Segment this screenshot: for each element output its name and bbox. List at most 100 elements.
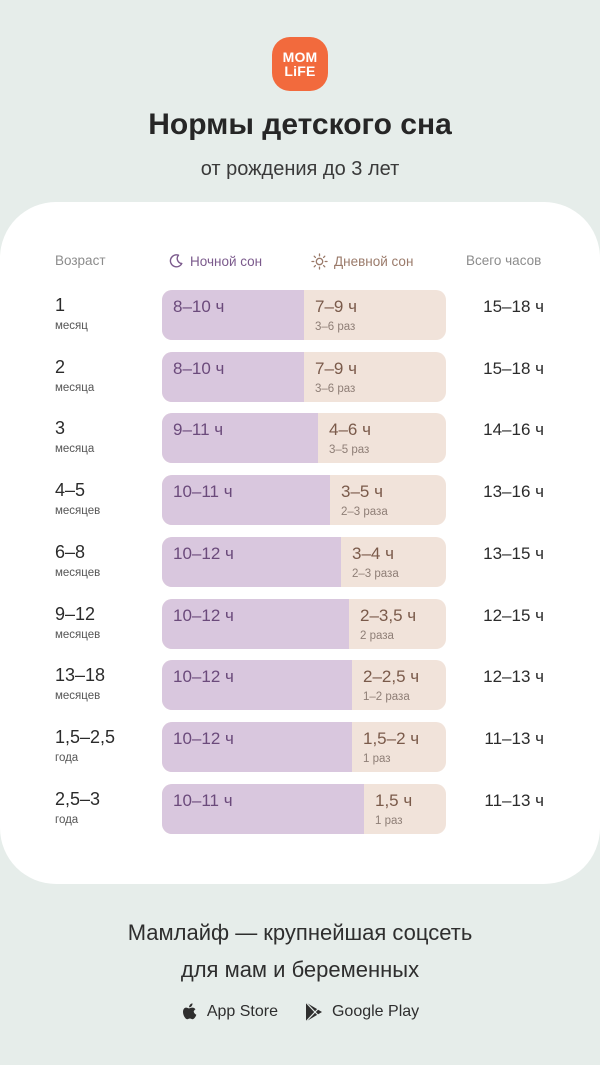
age-unit: месяц	[55, 320, 88, 332]
sleep-bar: 10–11 ч 1,5 ч 1 раз	[162, 783, 446, 834]
day-naps-count: 3–5 раз	[329, 444, 370, 457]
night-sleep-value: 10–12 ч	[173, 543, 234, 563]
night-sleep-fill	[162, 536, 341, 587]
age-unit: месяцев	[55, 628, 101, 641]
night-sleep-value: 10–12 ч	[173, 728, 234, 748]
footer-line-1: Мамлайф — крупнейшая соцсеть	[127, 920, 473, 945]
sleep-bar: 9–11 ч 4–6 ч 3–5 раз	[162, 413, 446, 464]
sleep-bar: 8–10 ч 7–9 ч 3–6 раз	[162, 290, 446, 340]
moon-icon	[169, 254, 183, 268]
day-naps-count: 1–2 раза	[363, 691, 410, 704]
footer-line-2: для мам и беременных	[180, 957, 420, 982]
sleep-bar: 8–10 ч 7–9 ч 3–6 раз	[162, 351, 446, 402]
total-hours-value: 12–13 ч	[483, 667, 544, 687]
total-hours-value: 15–18 ч	[483, 297, 544, 316]
store-links: App Store Google Play	[0, 1001, 600, 1023]
night-sleep-value: 9–11 ч	[173, 420, 224, 440]
night-sleep-fill	[162, 413, 318, 464]
table-row: 2,5–3 года 10–11 ч 1,5 ч 1 раз 11–13 ч	[0, 783, 600, 834]
total-hours-value: 12–15 ч	[483, 605, 544, 625]
day-sleep-value: 1,5 ч	[375, 790, 413, 810]
sleep-bar: 10–12 ч 2–2,5 ч 1–2 раза	[162, 660, 446, 711]
header-night-label: Ночной сон	[190, 253, 263, 269]
night-sleep-fill	[162, 598, 349, 649]
footer-tagline: Мамлайф — крупнейшая соцсеть для мам и б…	[0, 914, 600, 988]
table-row: 9–12 месяцев 10–12 ч 2–3,5 ч 2 раза 12–15 ч	[0, 598, 600, 649]
age-unit: месяцев	[55, 505, 101, 518]
apple-icon	[182, 1003, 197, 1020]
header-day: Дневной сон	[311, 253, 413, 270]
sleep-bar: 10–12 ч 1,5–2 ч 1 раз	[162, 721, 446, 772]
age-unit: месяца	[55, 381, 95, 394]
day-naps-count: 3–6 раз	[315, 382, 356, 395]
night-sleep-fill	[162, 660, 352, 711]
night-sleep-value: 8–10 ч	[173, 297, 225, 316]
day-naps-count: 2 раза	[360, 629, 394, 642]
age-unit: месяца	[55, 443, 95, 456]
play-icon	[305, 1002, 322, 1022]
night-sleep-fill	[162, 721, 352, 772]
table-row: 13–18 месяцев 10–12 ч 2–2,5 ч 1–2 раза 12–13 …	[0, 660, 600, 711]
google-play-label: Google Play	[331, 1003, 420, 1020]
night-sleep-fill	[162, 351, 304, 402]
age-unit: месяцев	[55, 566, 101, 579]
sleep-bar: 10–12 ч 3–4 ч 2–3 раза	[162, 536, 446, 587]
day-sleep-value: 1,5–2 ч	[363, 728, 420, 748]
sleep-bar: 10–11 ч 3–5 ч 2–3 раза	[162, 475, 446, 526]
sleep-bar: 10–12 ч 2–3,5 ч 2 раза	[162, 598, 446, 649]
day-naps-count: 2–3 раза	[352, 567, 399, 580]
table-row: 3 месяца 9–11 ч 4–6 ч 3–5 раз 14–16 ч	[0, 413, 600, 464]
header-day-label: Дневной сон	[334, 254, 414, 269]
age-value: 1	[55, 295, 66, 315]
header-night: Ночной сон	[168, 253, 262, 269]
app-store-label: App Store	[206, 1003, 278, 1020]
age-value: 6–8	[55, 541, 86, 562]
night-sleep-value: 8–10 ч	[173, 358, 225, 378]
day-sleep-value: 2–3,5 ч	[360, 605, 417, 625]
table-row: 6–8 месяцев 10–12 ч 3–4 ч 2–3 раза 13–15 ч	[0, 536, 600, 587]
day-naps-count: 1 раз	[375, 814, 403, 827]
day-sleep-value: 4–6 ч	[329, 420, 371, 440]
day-sleep-value: 7–9 ч	[315, 297, 357, 316]
age-unit: года	[55, 751, 79, 764]
total-hours-value: 13–15 ч	[483, 543, 544, 563]
header-age: Возраст	[55, 253, 106, 268]
table-row: 4–5 месяцев 10–11 ч 3–5 ч 2–3 раза 13–16 ч	[0, 475, 600, 526]
day-sleep-value: 3–5 ч	[341, 482, 383, 502]
google-play-link[interactable]: Google Play	[304, 1001, 419, 1023]
night-sleep-value: 10–12 ч	[173, 667, 234, 687]
day-naps-count: 2–3 раза	[341, 506, 388, 519]
header-total-label: Всего часов	[466, 253, 542, 268]
age-value: 4–5	[55, 480, 86, 501]
night-sleep-fill	[162, 783, 364, 834]
age-value: 9–12	[55, 603, 96, 624]
page-title: Нормы детского сна	[148, 108, 452, 141]
night-sleep-value: 10–12 ч	[173, 605, 234, 625]
age-value: 3	[55, 418, 66, 439]
night-sleep-fill	[162, 290, 304, 340]
total-hours-value: 11–13 ч	[484, 728, 544, 748]
sun-icon	[311, 253, 328, 270]
day-naps-count: 1 раз	[363, 752, 391, 765]
day-sleep-value: 3–4 ч	[352, 543, 394, 563]
logo-line-1: MOM	[282, 49, 318, 65]
table-row: 1 месяц 8–10 ч 7–9 ч 3–6 раз 15–18 ч	[0, 290, 600, 340]
logo-line-2: LiFE	[284, 63, 316, 79]
age-value: 2	[55, 356, 66, 377]
header-total: Всего часов	[466, 253, 541, 268]
page-subtitle: от рождения до 3 лет	[200, 158, 400, 180]
sleep-norms-card: Возраст Ночной сон Дневной сон Всего час…	[0, 202, 600, 884]
app-store-link[interactable]: App Store	[181, 1002, 278, 1022]
total-hours-value: 15–18 ч	[483, 358, 544, 378]
day-sleep-value: 7–9 ч	[315, 358, 357, 378]
day-sleep-value: 2–2,5 ч	[363, 667, 420, 687]
age-unit: года	[55, 813, 79, 826]
age-value: 2,5–3	[55, 788, 101, 809]
night-sleep-fill	[162, 475, 330, 526]
night-sleep-value: 10–11 ч	[173, 790, 233, 810]
night-sleep-value: 10–11 ч	[173, 482, 233, 502]
table-row: 2 месяца 8–10 ч 7–9 ч 3–6 раз 15–18 ч	[0, 351, 600, 402]
age-value: 13–18	[55, 665, 106, 686]
day-naps-count: 3–6 раз	[315, 321, 356, 333]
total-hours-value: 11–13 ч	[484, 790, 544, 810]
